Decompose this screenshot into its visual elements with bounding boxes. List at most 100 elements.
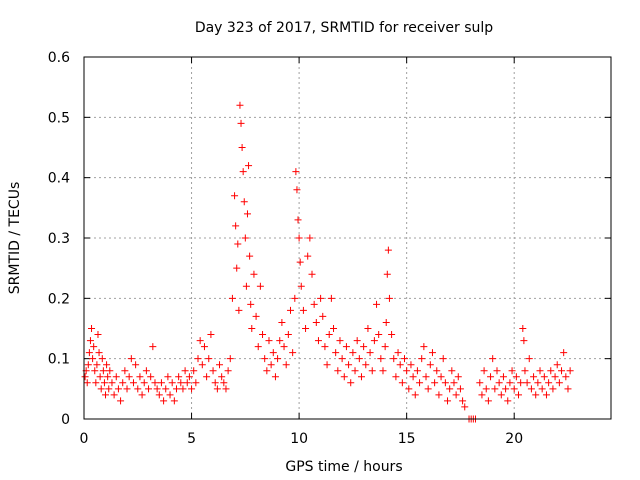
data-point <box>525 355 533 363</box>
data-point <box>205 355 213 363</box>
data-point <box>394 349 402 357</box>
data-point <box>110 391 118 399</box>
data-point <box>236 101 244 109</box>
data-point <box>508 367 516 375</box>
data-point <box>177 379 185 387</box>
data-point <box>185 373 193 381</box>
data-point <box>157 379 165 387</box>
data-point <box>263 367 271 375</box>
data-point <box>476 379 484 387</box>
data-point <box>304 252 312 260</box>
data-points <box>81 101 574 423</box>
data-point <box>347 379 355 387</box>
data-point <box>295 234 303 242</box>
data-point <box>250 270 258 278</box>
data-point <box>218 373 226 381</box>
data-point <box>235 306 243 314</box>
data-point <box>129 379 137 387</box>
data-point <box>392 373 400 381</box>
data-point <box>302 325 310 332</box>
data-point <box>164 373 172 381</box>
tick-labels: 0 0.1 0.2 0.3 0.4 0.5 0.6 0 5 10 15 20 <box>48 50 523 447</box>
data-point <box>493 367 501 375</box>
y-tick-label: 0.2 <box>48 291 70 307</box>
data-point <box>91 367 99 375</box>
data-point <box>284 331 292 339</box>
data-point <box>351 367 359 375</box>
data-point <box>166 391 174 399</box>
data-point <box>228 294 236 302</box>
data-point <box>306 234 314 242</box>
data-point <box>162 385 170 393</box>
data-point <box>456 385 464 393</box>
data-point <box>321 343 329 351</box>
data-point <box>179 385 187 393</box>
y-tick-label: 0.4 <box>48 171 70 187</box>
data-point <box>203 373 211 381</box>
data-point <box>282 361 290 369</box>
x-tick-label: 15 <box>398 431 416 447</box>
data-point <box>504 397 512 405</box>
data-point <box>90 343 98 351</box>
data-point <box>355 355 363 363</box>
data-point <box>334 367 342 375</box>
data-point <box>564 385 572 393</box>
data-point <box>345 361 353 369</box>
data-point <box>555 379 563 387</box>
data-point <box>102 391 110 399</box>
data-point <box>435 391 443 399</box>
data-point <box>192 379 200 387</box>
data-point <box>278 318 286 326</box>
data-point <box>247 300 255 308</box>
y-tick-label: 0.6 <box>48 50 70 66</box>
data-point <box>523 379 531 387</box>
data-point <box>127 355 135 363</box>
data-point <box>542 391 550 399</box>
data-point <box>327 294 335 302</box>
data-point <box>409 373 417 381</box>
data-point <box>194 355 202 363</box>
x-tick-label: 5 <box>187 431 196 447</box>
data-point <box>540 373 548 381</box>
data-point <box>332 349 340 357</box>
data-point <box>89 355 97 363</box>
data-point <box>314 337 322 345</box>
data-point <box>134 385 142 393</box>
data-point <box>246 252 254 260</box>
data-point <box>532 391 540 399</box>
data-point <box>384 246 392 254</box>
data-point <box>207 331 215 339</box>
data-point <box>220 379 228 387</box>
data-point <box>319 312 327 320</box>
data-point <box>437 373 445 381</box>
data-point <box>547 367 555 375</box>
data-point <box>183 379 191 387</box>
data-point <box>398 379 406 387</box>
data-point <box>495 379 503 387</box>
data-point <box>385 294 393 302</box>
data-point <box>388 331 396 339</box>
y-tick-label: 0.3 <box>48 231 70 247</box>
data-point <box>198 361 206 369</box>
data-point <box>515 391 523 399</box>
data-point <box>527 385 535 393</box>
data-point <box>338 355 346 363</box>
data-point <box>364 325 372 332</box>
x-axis-label: GPS time / hours <box>285 459 402 475</box>
data-point <box>325 331 333 339</box>
data-point <box>478 391 486 399</box>
data-point <box>239 168 247 176</box>
data-point <box>151 379 159 387</box>
data-point <box>553 361 561 369</box>
data-point <box>138 391 146 399</box>
data-point <box>155 391 163 399</box>
data-point <box>291 294 299 302</box>
data-point <box>245 162 253 170</box>
data-point <box>259 331 267 339</box>
data-point <box>375 331 383 339</box>
data-point <box>226 355 234 363</box>
data-point <box>136 373 144 381</box>
data-point <box>106 367 114 375</box>
data-point <box>381 343 389 351</box>
data-point <box>271 373 279 381</box>
